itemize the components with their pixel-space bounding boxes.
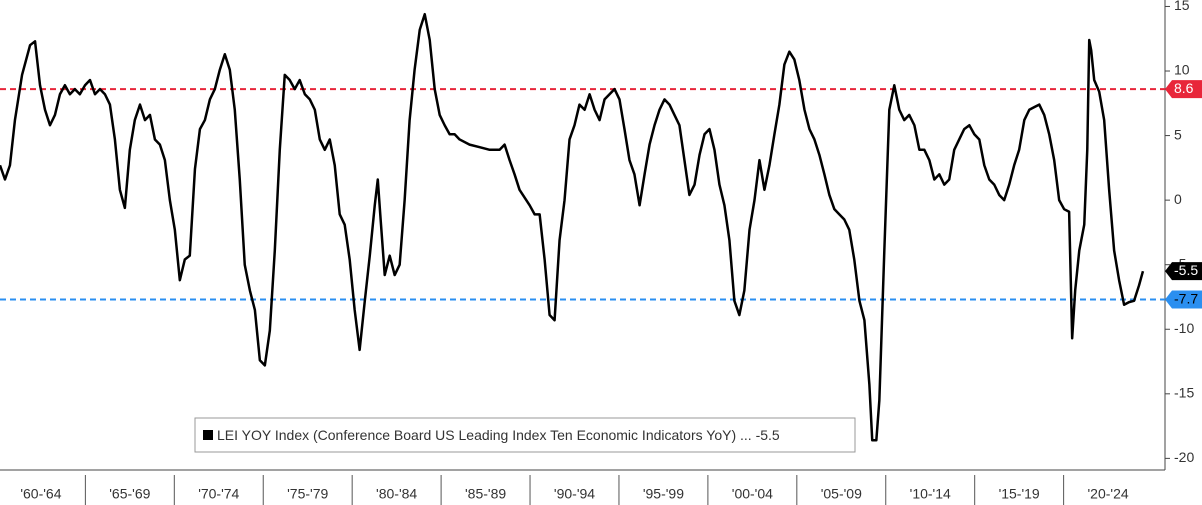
reference-tag-label: 8.6 xyxy=(1174,80,1194,96)
reference-tag-label: -7.7 xyxy=(1174,290,1198,306)
y-tick-label: 10 xyxy=(1174,62,1190,78)
x-tick-label: '95-'99 xyxy=(643,486,684,502)
legend-swatch xyxy=(203,430,213,440)
last-value-tag xyxy=(1165,262,1202,281)
x-tick-label: '75-'79 xyxy=(287,486,328,502)
x-tick-label: '70-'74 xyxy=(198,486,239,502)
reference-tag xyxy=(1165,290,1202,309)
series-line xyxy=(0,12,1145,442)
x-tick-label: '60-'64 xyxy=(20,486,61,502)
legend-series-name: LEI YOY Index (Conference Board US Leadi… xyxy=(217,427,752,443)
x-tick-label: '90-'94 xyxy=(554,486,595,502)
x-tick-label: '00-'04 xyxy=(732,486,773,502)
x-tick-label: '15-'19 xyxy=(999,486,1040,502)
x-tick-label: '65-'69 xyxy=(109,486,150,502)
y-tick-label: 15 xyxy=(1174,0,1190,13)
x-tick-label: '85-'89 xyxy=(465,486,506,502)
y-tick-label: 5 xyxy=(1174,126,1182,142)
y-tick-label: -10 xyxy=(1174,320,1194,336)
y-tick-label: 0 xyxy=(1174,191,1182,207)
x-tick-label: '10-'14 xyxy=(910,486,951,502)
legend: LEI YOY Index (Conference Board US Leadi… xyxy=(194,417,856,453)
legend-box xyxy=(194,417,856,453)
last-value-tag-label: -5.5 xyxy=(1174,262,1198,278)
legend-last-value: -5.5 xyxy=(756,427,780,443)
reference-tag xyxy=(1165,80,1202,99)
x-tick-label: '05-'09 xyxy=(821,486,862,502)
y-tick-label: -20 xyxy=(1174,449,1194,465)
legend-label: LEI YOY Index (Conference Board US Leadi… xyxy=(217,427,780,443)
y-tick-label: -15 xyxy=(1174,385,1194,401)
x-tick-label: '20-'24 xyxy=(1088,486,1129,502)
x-tick-label: '80-'84 xyxy=(376,486,417,502)
